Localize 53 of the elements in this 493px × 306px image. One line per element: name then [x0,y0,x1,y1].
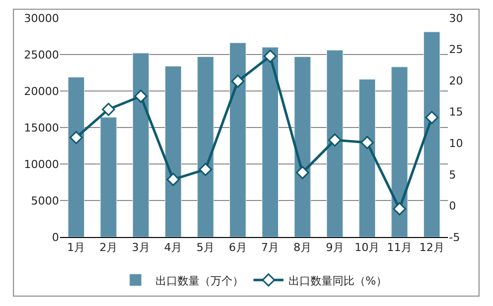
point [360,136,374,150]
x-tick-label: 1月 [67,241,86,254]
point [134,90,148,103]
x-tick-label: 9月 [326,241,344,254]
y-tick-label: 30000 [24,12,59,25]
point [264,50,277,63]
point [231,74,244,88]
y-tick-label: 5000 [31,194,59,208]
bar [68,76,84,237]
x-tick-label: 2月 [100,241,118,254]
point [425,110,438,124]
bar [100,117,117,237]
y2-tick-label: 0 [449,200,456,213]
y-tick-label: 15000 [24,121,59,134]
y2-tick-label: 25 [449,43,463,56]
point [166,172,180,186]
y2-tick-label: -5 [449,230,460,244]
y2-tick-label: 10 [449,136,463,150]
point [70,130,83,144]
x-tick-label: 11月 [387,241,412,254]
bar [294,56,311,237]
legend-label: 出口数量同比（%） [288,274,387,288]
point [102,102,116,116]
bar [358,79,376,237]
bar [424,32,440,237]
y-tick-label: 25000 [24,48,59,62]
x-tick-label: 3月 [132,241,150,254]
y-tick-label: 0 [52,230,59,244]
y-tick-label: 20000 [24,84,59,98]
y-tick-label: 10000 [24,158,59,171]
x-tick-label: 7月 [261,241,280,254]
y2-tick-label: 30 [449,12,463,25]
bar [326,50,344,237]
x-tick-label: 8月 [294,241,312,254]
x-tick-label: 10月 [354,241,380,254]
x-tick-label: 4月 [164,241,182,254]
bar [197,56,214,237]
bar [391,66,408,237]
bar [262,46,278,237]
y2-tick-label: 5 [449,168,456,182]
point [328,133,342,147]
bar [230,42,246,237]
x-tick-label: 6月 [228,241,247,254]
point [392,202,406,216]
y2-tick-label: 15 [449,106,463,119]
legend-label: 出口数量（万个） [156,274,244,288]
bar [132,52,150,237]
x-tick-label: 12月 [419,241,444,254]
point [296,166,310,180]
point [198,162,212,176]
bar [164,66,182,237]
x-tick-label: 5月 [196,241,214,254]
y2-tick-label: 20 [449,74,463,88]
